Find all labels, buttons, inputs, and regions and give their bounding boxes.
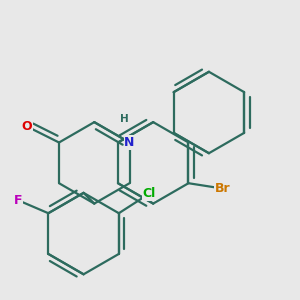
Text: O: O [22, 120, 32, 133]
Text: Cl: Cl [142, 188, 155, 200]
Text: F: F [14, 194, 22, 207]
Text: H: H [120, 114, 129, 124]
Text: Br: Br [215, 182, 231, 195]
Text: N: N [124, 136, 135, 149]
